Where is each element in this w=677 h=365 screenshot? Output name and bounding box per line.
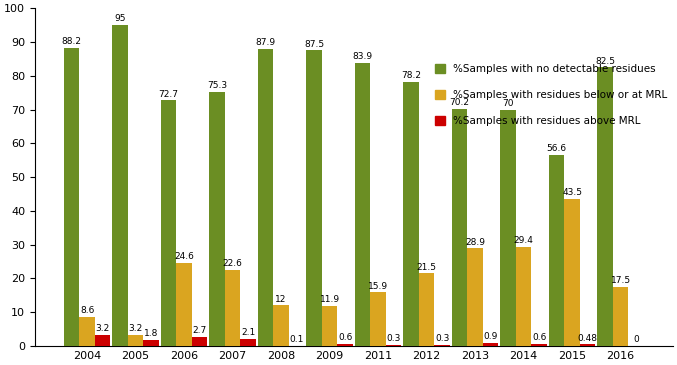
- Bar: [370, 292, 386, 346]
- Text: 0.3: 0.3: [387, 334, 401, 343]
- Bar: [258, 49, 274, 346]
- Bar: [531, 344, 547, 346]
- Text: 11.9: 11.9: [320, 295, 340, 304]
- Bar: [452, 109, 467, 346]
- Text: 24.6: 24.6: [174, 252, 194, 261]
- Bar: [240, 339, 256, 346]
- Text: 75.3: 75.3: [207, 81, 227, 90]
- Bar: [500, 110, 516, 346]
- Text: 0.1: 0.1: [290, 335, 304, 344]
- Bar: [95, 335, 110, 346]
- Bar: [435, 345, 450, 346]
- Bar: [483, 343, 498, 346]
- Text: 88.2: 88.2: [62, 37, 82, 46]
- Text: 28.9: 28.9: [465, 238, 485, 247]
- Bar: [274, 306, 289, 346]
- Text: 87.9: 87.9: [255, 38, 276, 47]
- Bar: [209, 92, 225, 346]
- Text: 12: 12: [276, 295, 287, 304]
- Bar: [337, 344, 353, 346]
- Bar: [225, 270, 240, 346]
- Bar: [192, 337, 207, 346]
- Text: 2.1: 2.1: [241, 328, 255, 337]
- Text: 22.6: 22.6: [223, 259, 242, 268]
- Text: 70: 70: [502, 99, 514, 108]
- Text: 95: 95: [114, 14, 126, 23]
- Bar: [419, 273, 435, 346]
- Text: 43.5: 43.5: [562, 188, 582, 197]
- Text: 70.2: 70.2: [450, 98, 470, 107]
- Bar: [467, 248, 483, 346]
- Text: 3.2: 3.2: [129, 324, 143, 334]
- Bar: [516, 247, 531, 346]
- Bar: [580, 344, 595, 346]
- Bar: [64, 48, 79, 346]
- Text: 0.9: 0.9: [483, 332, 498, 341]
- Bar: [161, 100, 177, 346]
- Text: 0.3: 0.3: [435, 334, 450, 343]
- Bar: [79, 317, 95, 346]
- Text: 0.6: 0.6: [338, 333, 352, 342]
- Text: 83.9: 83.9: [353, 52, 372, 61]
- Text: 1.8: 1.8: [144, 329, 158, 338]
- Bar: [177, 263, 192, 346]
- Text: 15.9: 15.9: [368, 281, 388, 291]
- Bar: [144, 340, 159, 346]
- Bar: [128, 335, 144, 346]
- Text: 78.2: 78.2: [401, 71, 421, 80]
- Text: 17.5: 17.5: [611, 276, 630, 285]
- Text: 82.5: 82.5: [595, 57, 615, 66]
- Text: 3.2: 3.2: [95, 324, 110, 334]
- Bar: [597, 67, 613, 346]
- Text: 0: 0: [633, 335, 639, 344]
- Text: 0.6: 0.6: [532, 333, 546, 342]
- Bar: [386, 345, 401, 346]
- Bar: [613, 287, 628, 346]
- Bar: [355, 62, 370, 346]
- Text: 21.5: 21.5: [416, 263, 437, 272]
- Text: 87.5: 87.5: [304, 40, 324, 49]
- Text: 8.6: 8.6: [80, 306, 94, 315]
- Bar: [112, 25, 128, 346]
- Bar: [549, 155, 565, 346]
- Bar: [565, 199, 580, 346]
- Bar: [322, 306, 337, 346]
- Text: 2.7: 2.7: [192, 326, 206, 335]
- Legend: %Samples with no detectable residues, %Samples with residues below or at MRL, %S: %Samples with no detectable residues, %S…: [435, 64, 668, 126]
- Bar: [403, 82, 419, 346]
- Bar: [306, 50, 322, 346]
- Text: 29.4: 29.4: [514, 236, 533, 245]
- Text: 0.48: 0.48: [577, 334, 598, 343]
- Text: 72.7: 72.7: [158, 90, 179, 99]
- Text: 56.6: 56.6: [546, 144, 567, 153]
